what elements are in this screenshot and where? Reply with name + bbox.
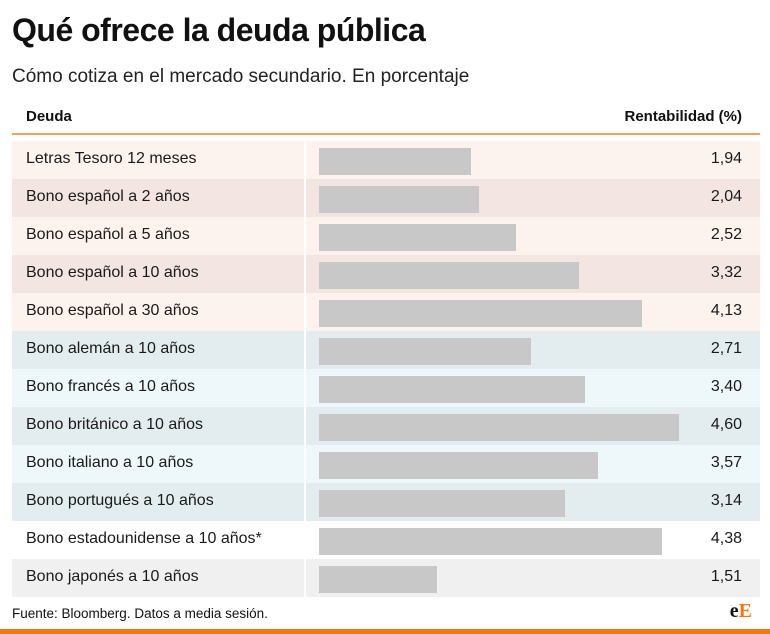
yield-bar: [319, 262, 579, 289]
table-row: Bono francés a 10 años 3,40: [12, 369, 760, 407]
column-separator: [304, 293, 306, 331]
table-row: Bono español a 2 años 2,04: [12, 179, 760, 217]
yield-value-label: 2,71: [710, 340, 742, 357]
row-label: Bono británico a 10 años: [26, 416, 204, 433]
yield-value-label: 3,57: [710, 454, 742, 471]
column-separator: [304, 483, 306, 521]
yield-bar: [319, 452, 598, 479]
column-separator: [304, 445, 306, 483]
yield-value-label: 3,32: [710, 264, 742, 281]
chart-subtitle: Cómo cotiza en el mercado secundario. En…: [12, 66, 470, 87]
table-body: Letras Tesoro 12 meses 1,94 Bono español a…: [12, 141, 760, 597]
yield-value-label: 4,60: [710, 416, 742, 433]
row-label: Letras Tesoro 12 meses: [26, 150, 197, 167]
yield-bar: [319, 376, 585, 403]
column-separator: [304, 369, 306, 407]
yield-bar: [319, 224, 516, 251]
column-separator: [304, 559, 306, 597]
column-separator: [304, 255, 306, 293]
column-separator: [304, 217, 306, 255]
column-separator: [304, 141, 306, 179]
row-label: Bono español a 10 años: [26, 264, 199, 281]
source-note: Fuente: Bloomberg. Datos a media sesión.: [12, 606, 268, 621]
accent-bottom-bar: [0, 629, 770, 634]
column-separator: [304, 179, 306, 217]
yield-value-label: 1,51: [710, 568, 742, 585]
row-label: Bono japonés a 10 años: [26, 568, 199, 585]
row-label: Bono italiano a 10 años: [26, 454, 194, 471]
table-row: Bono español a 10 años 3,32: [12, 255, 760, 293]
yield-value-label: 2,04: [710, 188, 742, 205]
yield-value-label: 4,13: [710, 302, 742, 319]
row-label: Bono alemán a 10 años: [26, 340, 196, 357]
row-label: Bono estadounidense a 10 años*: [26, 530, 262, 547]
yield-bar: [319, 414, 679, 441]
yield-value-label: 1,94: [710, 150, 742, 167]
yield-value-label: 2,52: [710, 226, 742, 243]
yield-bar: [319, 566, 437, 593]
table-row: Bono español a 5 años 2,52: [12, 217, 760, 255]
yield-bar: [319, 148, 471, 175]
row-label: Bono portugués a 10 años: [26, 492, 214, 509]
yield-bar: [319, 528, 662, 555]
publisher-logo: eE: [729, 600, 752, 622]
yield-value-label: 3,14: [710, 492, 742, 509]
row-label: Bono español a 2 años: [26, 188, 190, 205]
table-header: Deuda Rentabilidad (%): [12, 100, 760, 135]
column-separator: [304, 407, 306, 445]
table-row: Bono español a 30 años 4,13: [12, 293, 760, 331]
row-label: Bono español a 5 años: [26, 226, 190, 243]
table-row: Bono estadounidense a 10 años* 4,38: [12, 521, 760, 559]
table-row: Letras Tesoro 12 meses 1,94: [12, 141, 760, 179]
table-row: Bono británico a 10 años 4,60: [12, 407, 760, 445]
yield-bar: [319, 490, 565, 517]
table-row: Bono japonés a 10 años 1,51: [12, 559, 760, 597]
yield-bar: [319, 186, 479, 213]
yield-bar: [319, 300, 642, 327]
column-header-deuda: Deuda: [26, 108, 72, 125]
column-header-rentabilidad: Rentabilidad (%): [624, 108, 742, 125]
yield-value-label: 3,40: [710, 378, 742, 395]
table-row: Bono alemán a 10 años 2,71: [12, 331, 760, 369]
chart-title: Qué ofrece la deuda pública: [12, 12, 426, 48]
bond-yield-table: Deuda Rentabilidad (%) Letras Tesoro 12 …: [12, 100, 760, 597]
table-row: Bono italiano a 10 años 3,57: [12, 445, 760, 483]
column-separator: [304, 331, 306, 369]
row-label: Bono español a 30 años: [26, 302, 199, 319]
column-separator: [304, 521, 306, 559]
yield-bar: [319, 338, 531, 365]
table-row: Bono portugués a 10 años 3,14: [12, 483, 760, 521]
yield-value-label: 4,38: [710, 530, 742, 547]
row-label: Bono francés a 10 años: [26, 378, 196, 395]
